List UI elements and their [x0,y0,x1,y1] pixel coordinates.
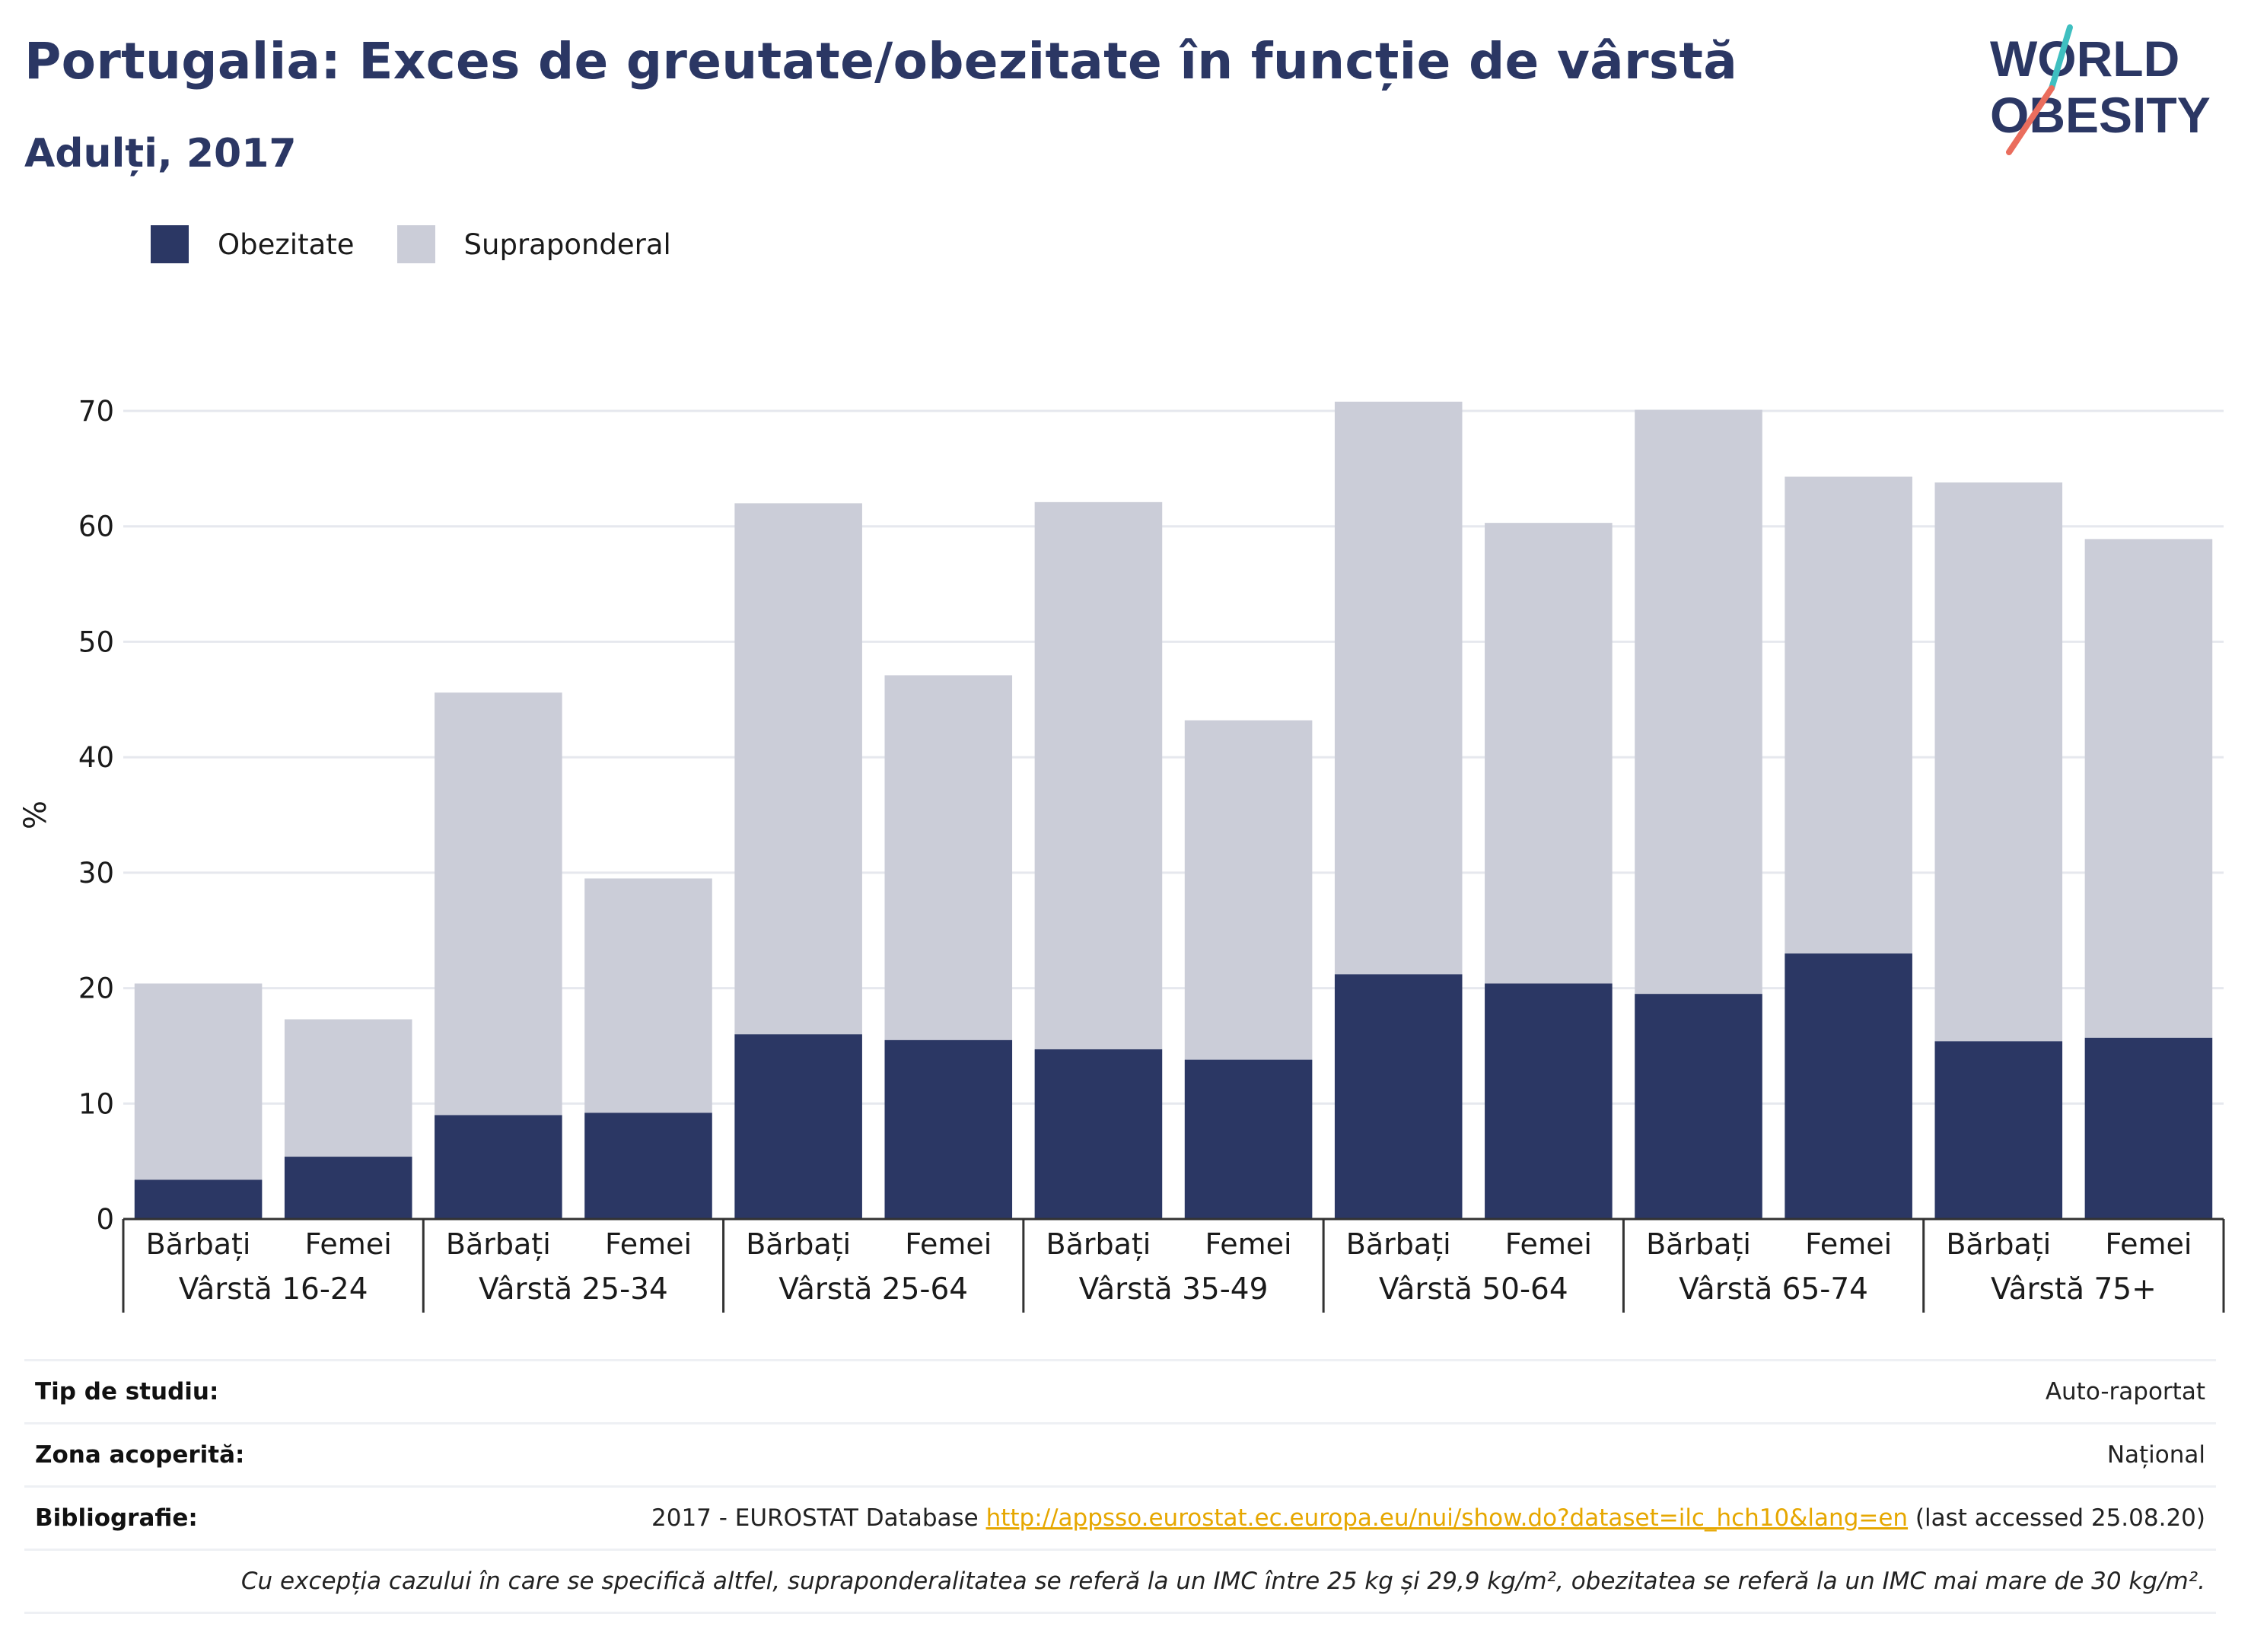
bar-obesity [284,1157,412,1219]
info-row-note: Cu excepția cazului în care se specifică… [24,1549,2216,1614]
y-tick-label: 40 [78,741,114,774]
group-label: Vârstă 35-49 [1079,1272,1269,1307]
bar-obesity [435,1115,562,1219]
group-label: Vârstă 65-74 [1679,1272,1868,1307]
bar-overweight [2084,539,2213,1038]
coverage-label: Zona acoperită: [35,1441,245,1469]
bar-obesity [134,1179,263,1219]
info-row-coverage: Zona acoperită: Național [24,1422,2216,1485]
bar-overweight [884,675,1013,1040]
y-tick-label: 20 [78,972,114,1005]
x-tick-label: Bărbați [1946,1227,2051,1261]
y-tick-label: 10 [78,1087,114,1120]
logo-text-obesity: OBESITY [1990,87,2211,143]
bar-obesity [1485,983,1613,1219]
x-tick-label: Femei [905,1227,992,1261]
definition-note: Cu excepția cazului în care se specifică… [240,1568,2205,1595]
bar-overweight [435,692,562,1116]
info-row-study-type: Tip de studiu: Auto-raportat [24,1359,2216,1422]
legend-item-obesity: Obezitate [151,225,355,263]
bar-overweight [134,983,263,1180]
y-tick-label: 30 [78,857,114,890]
bibliography-link[interactable]: http://appsso.eurostat.ec.europa.eu/nui/… [985,1504,1909,1532]
bibliography-prefix: 2017 - EUROSTAT Database [651,1504,979,1532]
group-label: Vârstă 50-64 [1379,1272,1568,1307]
bar-overweight [1334,401,1463,975]
bar-overweight [1785,476,1912,954]
legend-swatch-overweight [396,225,435,263]
logo-slash-teal [2049,24,2073,91]
x-tick-label: Bărbați [746,1227,851,1261]
bar-obesity [1184,1059,1313,1219]
legend-label-overweight: Supraponderal [463,228,671,261]
bibliography-label: Bibliografie: [35,1504,198,1532]
stacked-bar-chart: 0 10 20 30 40 50 60 70% Bărbați Femei Bărbați Femei… [18,395,2225,1313]
study-type-label: Tip de studiu: [35,1378,219,1405]
x-tick-label: Bărbați [446,1227,551,1261]
bar-overweight [734,503,862,1035]
legend-label-obesity: Obezitate [218,228,355,261]
bar-obesity [1635,994,1762,1219]
group-label: Vârstă 25-34 [479,1272,668,1307]
y-axis-label: % [18,801,53,829]
bibliography-suffix: (last accessed 25.08.20) [1915,1504,2205,1532]
bar-overweight [1184,720,1313,1060]
bar-obesity [734,1034,862,1219]
group-label: Vârstă 25-64 [778,1272,968,1307]
bar-overweight [1635,409,1762,995]
group-label: Vârstă 16-24 [179,1272,368,1307]
bar-obesity [884,1039,1013,1219]
info-table: Tip de studiu: Auto-raportat Zona acoper… [24,1359,2216,1614]
bar-obesity [1034,1049,1163,1219]
bar-overweight [584,878,712,1113]
x-tick-label: Femei [1505,1227,1592,1261]
x-tick-label: Bărbați [1646,1227,1751,1261]
x-tick-label: Femei [305,1227,392,1261]
y-tick-label: 60 [78,511,114,543]
chart-legend: Obezitate Supraponderal [151,225,714,263]
x-tick-label: Bărbați [146,1227,251,1261]
x-tick-label: Femei [605,1227,692,1261]
x-tick-label: Femei [2105,1227,2192,1261]
bar-obesity [2084,1037,2213,1219]
legend-item-overweight: Supraponderal [396,225,671,263]
chart-title: Portugalia: Exces de greutate/obezitate … [24,32,1738,91]
study-type-value: Auto-raportat [2045,1378,2205,1405]
x-tick-label: Femei [1205,1227,1292,1261]
info-row-bibliography: Bibliografie: 2017 - EUROSTAT Database h… [24,1485,2216,1549]
bar-obesity [584,1112,712,1219]
bar-overweight [1934,482,2063,1042]
logo-text-world: WORLD [1990,30,2179,87]
chart-subtitle: Adulți, 2017 [24,131,297,177]
bar-overweight [284,1019,412,1157]
x-tick-label: Bărbați [1046,1227,1151,1261]
bar-overweight [1034,501,1163,1049]
bar-obesity [1785,953,1912,1219]
bibliography-value: 2017 - EUROSTAT Database http://appsso.e… [651,1504,2205,1532]
x-tick-label: Bărbați [1346,1227,1451,1261]
world-obesity-logo: WORLD OBESITY [1990,24,2211,155]
legend-swatch-obesity [151,225,189,263]
y-tick-label: 70 [78,395,114,428]
group-label: Vârstă 75+ [1991,1272,2157,1307]
bar-obesity [1334,974,1463,1219]
logo-slash-coral [2006,85,2055,155]
bar-obesity [1934,1041,2063,1219]
y-tick-label: 50 [78,625,114,658]
y-tick-label: 0 [96,1203,114,1236]
x-tick-label: Femei [1805,1227,1892,1261]
bar-overweight [1485,523,1613,984]
coverage-value: Național [2106,1441,2205,1469]
